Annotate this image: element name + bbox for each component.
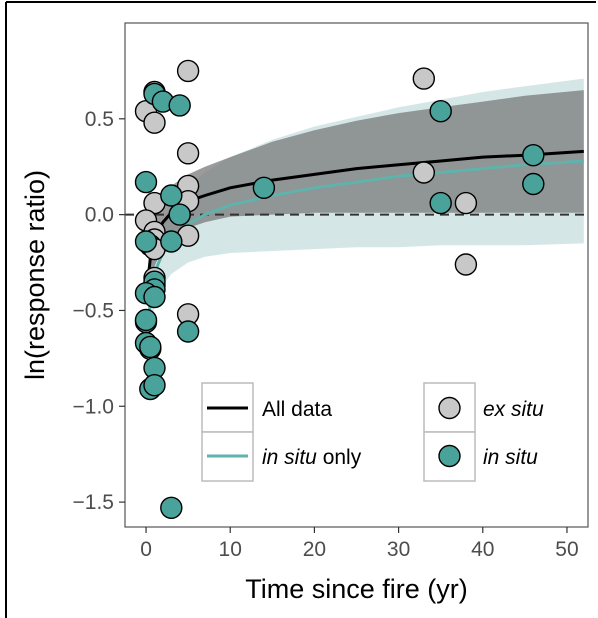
point-ex-situ <box>412 161 435 184</box>
point-ex-situ <box>176 59 200 83</box>
y-tick-label: −1.5 <box>73 491 114 514</box>
x-tick-label: 40 <box>471 538 494 561</box>
point-in-situ <box>134 170 158 194</box>
point-in-situ <box>160 184 183 207</box>
point-ex-situ <box>412 67 435 90</box>
y-tick-label: 0.5 <box>85 108 114 131</box>
plot-area <box>125 59 588 519</box>
point-in-situ <box>168 203 191 226</box>
series-in-situ <box>134 82 545 519</box>
legend-key-ex-situ-point <box>438 396 461 420</box>
y-tick-label: −1.0 <box>73 395 114 418</box>
y-tick-label: −0.5 <box>73 299 114 322</box>
legend-label-all-data: All data <box>262 398 332 421</box>
point-in-situ <box>522 143 545 167</box>
x-tick-label: 10 <box>219 538 242 561</box>
legend-key-in-situ-point <box>438 444 461 468</box>
point-in-situ <box>139 335 162 359</box>
point-in-situ <box>522 172 545 196</box>
x-tick-label: 30 <box>387 538 410 561</box>
legend: All data in situ only ex situ in situ <box>201 382 544 482</box>
y-axis: −1.5 −1.0 −0.5 0.0 0.5 <box>73 108 125 514</box>
y-axis-title: ln(response ratio) <box>20 170 50 380</box>
point-in-situ <box>160 230 183 253</box>
point-ex-situ <box>143 111 166 134</box>
point-ex-situ <box>454 191 478 215</box>
x-axis: 0 10 20 30 40 50 <box>140 527 579 561</box>
panel-border <box>124 22 589 528</box>
legend-label-ex-situ: ex situ <box>483 398 544 421</box>
legend-label-in-situ-only-rest: only <box>317 446 362 469</box>
legend-label-in-situ-only-italic: in situ <box>262 446 317 469</box>
x-axis-title: Time since fire (yr) <box>245 574 468 604</box>
y-tick-label: 0.0 <box>85 204 114 227</box>
point-in-situ <box>134 230 158 253</box>
x-tick-label: 50 <box>555 538 578 561</box>
x-tick-label: 0 <box>140 538 152 561</box>
point-in-situ <box>143 285 166 309</box>
point-in-situ <box>176 320 200 343</box>
point-in-situ <box>429 99 452 123</box>
legend-label-in-situ: in situ <box>483 446 538 469</box>
legend-label-in-situ-only: in situ only <box>262 446 362 469</box>
point-in-situ <box>134 308 158 332</box>
point-in-situ <box>429 191 452 215</box>
ribbon-all-data <box>148 90 584 301</box>
point-in-situ <box>143 374 166 397</box>
x-tick-label: 20 <box>303 538 326 561</box>
point-in-situ <box>168 94 191 117</box>
legend-points: ex situ in situ <box>423 382 544 482</box>
legend-lines: All data in situ only <box>201 382 362 482</box>
point-in-situ <box>160 496 183 519</box>
point-in-situ <box>252 176 276 200</box>
point-ex-situ <box>454 253 478 276</box>
point-ex-situ <box>176 142 200 165</box>
